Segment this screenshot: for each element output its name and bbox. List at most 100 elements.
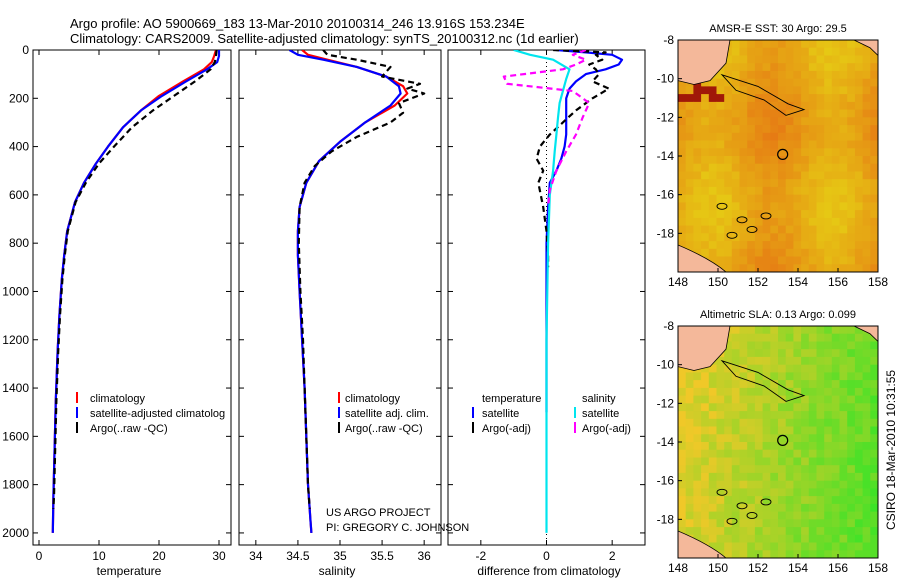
map-cell xyxy=(701,434,710,443)
map-cell xyxy=(724,55,733,64)
map-cell xyxy=(847,434,856,443)
map-cell xyxy=(762,480,771,489)
map-cell xyxy=(762,356,771,366)
map-cell xyxy=(747,349,756,358)
map-cell xyxy=(747,488,756,497)
map-cell xyxy=(731,426,741,435)
map-cell xyxy=(716,148,725,157)
map-cell xyxy=(862,217,871,227)
map-cell xyxy=(778,333,787,342)
map-cell xyxy=(854,442,864,451)
map-cell xyxy=(731,94,741,103)
map-cell xyxy=(854,426,864,435)
map-cell xyxy=(724,210,733,219)
map-cell xyxy=(801,55,810,64)
map-cell xyxy=(762,326,771,335)
map-cell xyxy=(701,395,710,404)
map-cell xyxy=(793,186,802,196)
map-cell xyxy=(801,70,810,80)
map-cell xyxy=(724,256,733,265)
map-cell xyxy=(824,179,833,188)
map-cell xyxy=(847,63,856,72)
map-cell xyxy=(708,418,718,428)
map-cell xyxy=(785,156,794,165)
legend-salinity-header: salinity xyxy=(582,393,616,405)
salinity-plot: 34 34.5 35 35.5 36 xyxy=(239,49,441,563)
map-cell xyxy=(770,70,779,80)
map-cell xyxy=(862,248,871,258)
map-cell xyxy=(754,341,764,350)
map-cell xyxy=(847,511,856,520)
map-cell xyxy=(708,496,718,505)
map-cell xyxy=(831,550,841,558)
map-cell xyxy=(831,387,841,397)
map-cell xyxy=(747,163,756,172)
map-cell xyxy=(716,480,725,489)
map-cell xyxy=(824,241,833,250)
map-cell xyxy=(701,210,710,219)
map-cell xyxy=(778,225,787,234)
map-cell xyxy=(854,248,864,258)
map-cell xyxy=(801,63,810,72)
map-cell xyxy=(870,457,878,466)
map-cell xyxy=(854,480,864,489)
map-cell xyxy=(747,132,756,142)
map-cell xyxy=(801,233,810,242)
map-cell xyxy=(762,264,771,272)
map-cell xyxy=(754,202,764,211)
map-cell xyxy=(739,356,748,366)
map-cell xyxy=(816,256,825,265)
map-cell xyxy=(762,101,771,111)
map-cell xyxy=(824,442,833,451)
map-cell xyxy=(747,179,756,188)
map-cell xyxy=(847,395,856,404)
map-cell xyxy=(693,503,702,513)
map-cell xyxy=(731,264,741,272)
map-cell xyxy=(693,480,702,489)
map-cell xyxy=(731,63,741,72)
map-cell xyxy=(716,465,725,474)
map-cell xyxy=(762,202,771,211)
sla-map-frame xyxy=(677,325,879,559)
map-cell xyxy=(870,148,878,157)
salinity-axes xyxy=(238,49,442,546)
map-cell xyxy=(785,488,794,497)
map-cell xyxy=(747,465,756,474)
map-cell xyxy=(839,171,848,180)
map-cell xyxy=(685,156,694,165)
map-cell xyxy=(839,511,848,520)
map-cell xyxy=(839,542,848,551)
map-cell xyxy=(870,109,878,118)
map-cell xyxy=(762,194,771,203)
map-cell xyxy=(693,179,702,188)
y-tick-label: 400 xyxy=(9,140,29,154)
map-cell xyxy=(785,132,794,142)
map-cell xyxy=(739,403,748,412)
map-cell xyxy=(747,550,756,558)
map-cell xyxy=(847,78,856,87)
map-cell xyxy=(854,163,864,172)
map-cell xyxy=(716,395,725,404)
map-cell xyxy=(801,186,810,196)
map-cell xyxy=(816,542,825,551)
map-cell xyxy=(854,519,864,528)
map-cell xyxy=(824,194,833,203)
map-cell xyxy=(808,472,818,482)
map-cell xyxy=(801,202,810,211)
map-cell xyxy=(754,179,764,188)
map-cell xyxy=(785,202,794,211)
map-cell xyxy=(808,542,818,551)
map-cell xyxy=(801,519,810,528)
map-cell xyxy=(731,210,741,219)
map-cell xyxy=(724,511,733,520)
map-cell xyxy=(724,488,733,497)
y-tick-label: 1400 xyxy=(2,381,29,395)
map-cell xyxy=(716,186,725,196)
map-cell xyxy=(793,233,802,242)
map-cell xyxy=(793,488,802,497)
map-cell xyxy=(816,472,825,482)
map-cell xyxy=(793,426,802,435)
map-cell xyxy=(747,94,756,103)
map-cell xyxy=(847,519,856,528)
map-cell xyxy=(747,527,756,536)
